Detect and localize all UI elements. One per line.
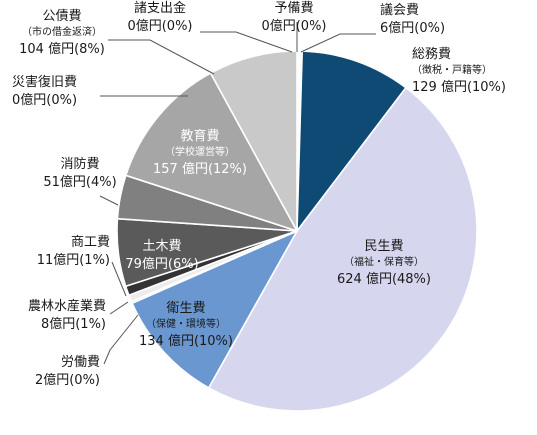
label-8: 土木費 79億円(6%) [125, 239, 198, 272]
label-value-4: 134 億円(10%) [139, 333, 233, 349]
label-name-12: 公債費 [42, 9, 81, 24]
label-sub-4: （保健・環境等） [146, 317, 226, 330]
label-sub-3: （福祉・保育等） [344, 255, 424, 268]
label-value-13: 0億円(0%) [127, 18, 192, 34]
label-name-8: 土木費 [142, 239, 181, 254]
slice-2 [296, 50, 408, 234]
label-value-8: 79億円(6%) [125, 256, 198, 272]
label-4: 衛生費（保健・環境等） 134 億円(10%) [139, 301, 233, 349]
leader-line-1 [300, 33, 376, 53]
leader-line-7 [111, 261, 127, 297]
slice-10 [124, 72, 299, 233]
label-9: 消防費 51億円(4%) [43, 156, 116, 190]
label-5: 労働費 2億円(0%) [35, 355, 100, 388]
label-value-12: 104 億円(8%) [19, 41, 105, 57]
label-13: 諸支出金 0億円(0%) [127, 0, 192, 34]
label-value-7: 11億円(1%) [37, 252, 110, 268]
label-name-5: 労働費 [61, 355, 100, 370]
slice-labels: 予備費 0億円(0%) 議会費 6億円(0%) 総務費（徴税・戸籍等） 129 億円(10… [12, 0, 506, 388]
pie-slices [116, 50, 478, 412]
label-10: 教育費（学校運営等） 157 億円(12%) [153, 128, 247, 177]
label-value-10: 157 億円(12%) [153, 161, 247, 177]
slice-4 [131, 229, 299, 389]
label-name-9: 消防費 [60, 156, 99, 172]
label-name-0: 予備費 [274, 0, 313, 16]
leader-line-12 [108, 39, 215, 75]
leader-line-6 [109, 301, 129, 315]
label-value-11: 0億円(0%) [12, 92, 77, 108]
slice-3 [207, 86, 478, 412]
label-name-1: 議会費 [380, 3, 419, 18]
label-3: 民生費（福祉・保育等） 624 億円(48%) [337, 239, 431, 287]
leader-line-5 [103, 314, 139, 365]
label-value-9: 51億円(4%) [43, 174, 116, 190]
label-name-4: 衛生費 [166, 301, 205, 316]
label-7: 商工費 11億円(1%) [37, 235, 110, 268]
leader-lines [99, 22, 376, 365]
label-value-5: 2億円(0%) [35, 372, 100, 388]
leader-line-9 [99, 195, 119, 206]
label-name-13: 諸支出金 [134, 0, 186, 16]
label-sub-2: （徴税・戸籍等） [412, 63, 492, 76]
label-name-7: 商工費 [71, 235, 110, 250]
label-value-0: 0億円(0%) [261, 18, 326, 34]
label-2: 総務費（徴税・戸籍等） 129 億円(10%) [412, 47, 506, 95]
label-name-10: 教育費 [180, 128, 219, 144]
label-name-11: 災害復旧費 [12, 74, 77, 90]
label-12: 公債費（市の借金返済） 104 億円(8%) [19, 9, 105, 57]
label-value-3: 624 億円(48%) [337, 271, 431, 287]
label-1: 議会費 6億円(0%) [380, 3, 445, 36]
label-value-1: 6億円(0%) [380, 20, 445, 36]
label-name-3: 民生費 [364, 239, 403, 254]
label-11: 災害復旧費 0億円(0%) [12, 74, 77, 108]
label-0: 予備費 0億円(0%) [261, 0, 326, 34]
label-name-2: 総務費 [412, 47, 451, 62]
label-value-6: 8億円(1%) [41, 316, 106, 332]
leader-line-13 [200, 31, 293, 53]
slice-12 [209, 50, 298, 232]
label-6: 農林水産業費 8億円(1%) [28, 298, 106, 332]
label-name-6: 農林水産業費 [28, 298, 106, 314]
label-sub-10: （学校運営等） [165, 145, 235, 158]
label-sub-12: （市の借金返済） [22, 25, 102, 38]
label-value-2: 129 億円(10%) [412, 79, 506, 95]
